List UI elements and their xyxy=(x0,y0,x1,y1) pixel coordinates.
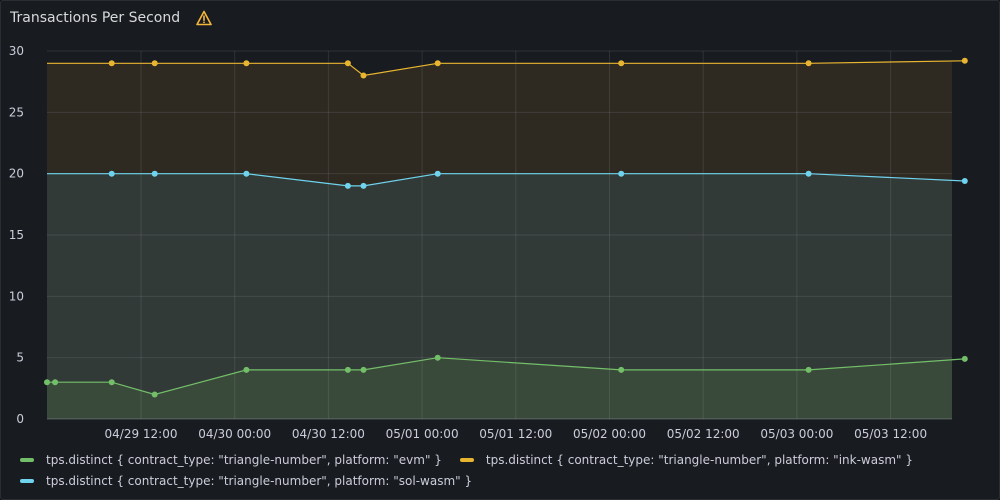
legend-swatch xyxy=(459,457,474,462)
x-tick-label: 04/29 12:00 xyxy=(105,427,178,441)
x-tick-label: 05/02 00:00 xyxy=(573,427,646,441)
x-tick-label: 04/30 12:00 xyxy=(292,427,365,441)
data-point xyxy=(108,170,115,177)
series-line xyxy=(47,60,965,77)
y-tick-label: 15 xyxy=(9,228,24,242)
warning-triangle-icon[interactable] xyxy=(196,10,212,26)
data-point xyxy=(961,178,968,184)
x-tick-label: 05/03 00:00 xyxy=(760,427,833,441)
data-point xyxy=(618,170,625,177)
legend-item[interactable]: tps.distinct { contract_type: "triangle-… xyxy=(20,453,442,467)
data-point xyxy=(618,60,625,67)
data-point xyxy=(344,366,351,373)
y-tick-label: 5 xyxy=(16,351,24,365)
legend-label: tps.distinct { contract_type: "triangle-… xyxy=(485,452,913,467)
data-point xyxy=(961,355,968,362)
data-point xyxy=(805,170,812,177)
x-tick-label: 05/01 00:00 xyxy=(386,427,459,441)
y-tick-label: 25 xyxy=(9,105,24,119)
data-point xyxy=(961,57,968,64)
data-point xyxy=(805,366,812,373)
data-point xyxy=(243,60,250,67)
legend: tps.distinct { contract_type: "triangle-… xyxy=(20,449,980,491)
data-point xyxy=(108,60,115,67)
data-point xyxy=(108,379,115,386)
data-point xyxy=(618,366,625,373)
data-point xyxy=(52,379,59,386)
data-point xyxy=(151,170,158,177)
x-tick-label: 05/02 12:00 xyxy=(667,427,740,441)
legend-item[interactable]: tps.distinct { contract_type: "triangle-… xyxy=(20,474,472,488)
x-tick-label: 05/01 12:00 xyxy=(479,427,552,441)
data-point xyxy=(360,366,367,373)
data-point xyxy=(360,182,367,189)
panel-header: Transactions Per Second xyxy=(10,7,212,29)
y-tick-label: 30 xyxy=(9,44,24,58)
data-point xyxy=(344,60,351,67)
data-point xyxy=(44,379,50,386)
data-point xyxy=(434,170,441,177)
legend-label: tps.distinct { contract_type: "triangle-… xyxy=(46,473,473,488)
series-fill xyxy=(47,173,965,419)
x-tick-label: 05/03 12:00 xyxy=(854,427,927,441)
legend-row: tps.distinct { contract_type: "triangle-… xyxy=(20,449,980,470)
y-tick-label: 10 xyxy=(9,289,24,303)
legend-label: tps.distinct { contract_type: "triangle-… xyxy=(46,452,442,467)
data-point xyxy=(151,60,158,67)
legend-swatch xyxy=(20,457,34,462)
data-point xyxy=(243,170,250,177)
series-line xyxy=(47,173,965,187)
data-point xyxy=(434,354,441,361)
y-tick-label: 0 xyxy=(16,412,24,426)
data-point xyxy=(344,182,351,189)
data-point xyxy=(805,60,812,67)
legend-swatch xyxy=(20,478,34,483)
data-point xyxy=(434,60,441,67)
legend-row: tps.distinct { contract_type: "triangle-… xyxy=(20,470,980,491)
series-fill xyxy=(47,357,965,419)
data-point xyxy=(151,391,158,398)
data-point xyxy=(360,72,367,79)
data-point xyxy=(243,366,250,373)
legend-item[interactable]: tps.distinct { contract_type: "triangle-… xyxy=(459,452,913,467)
x-tick-label: 04/30 00:00 xyxy=(198,427,271,441)
y-tick-label: 20 xyxy=(9,167,24,181)
panel-title[interactable]: Transactions Per Second xyxy=(10,10,181,26)
